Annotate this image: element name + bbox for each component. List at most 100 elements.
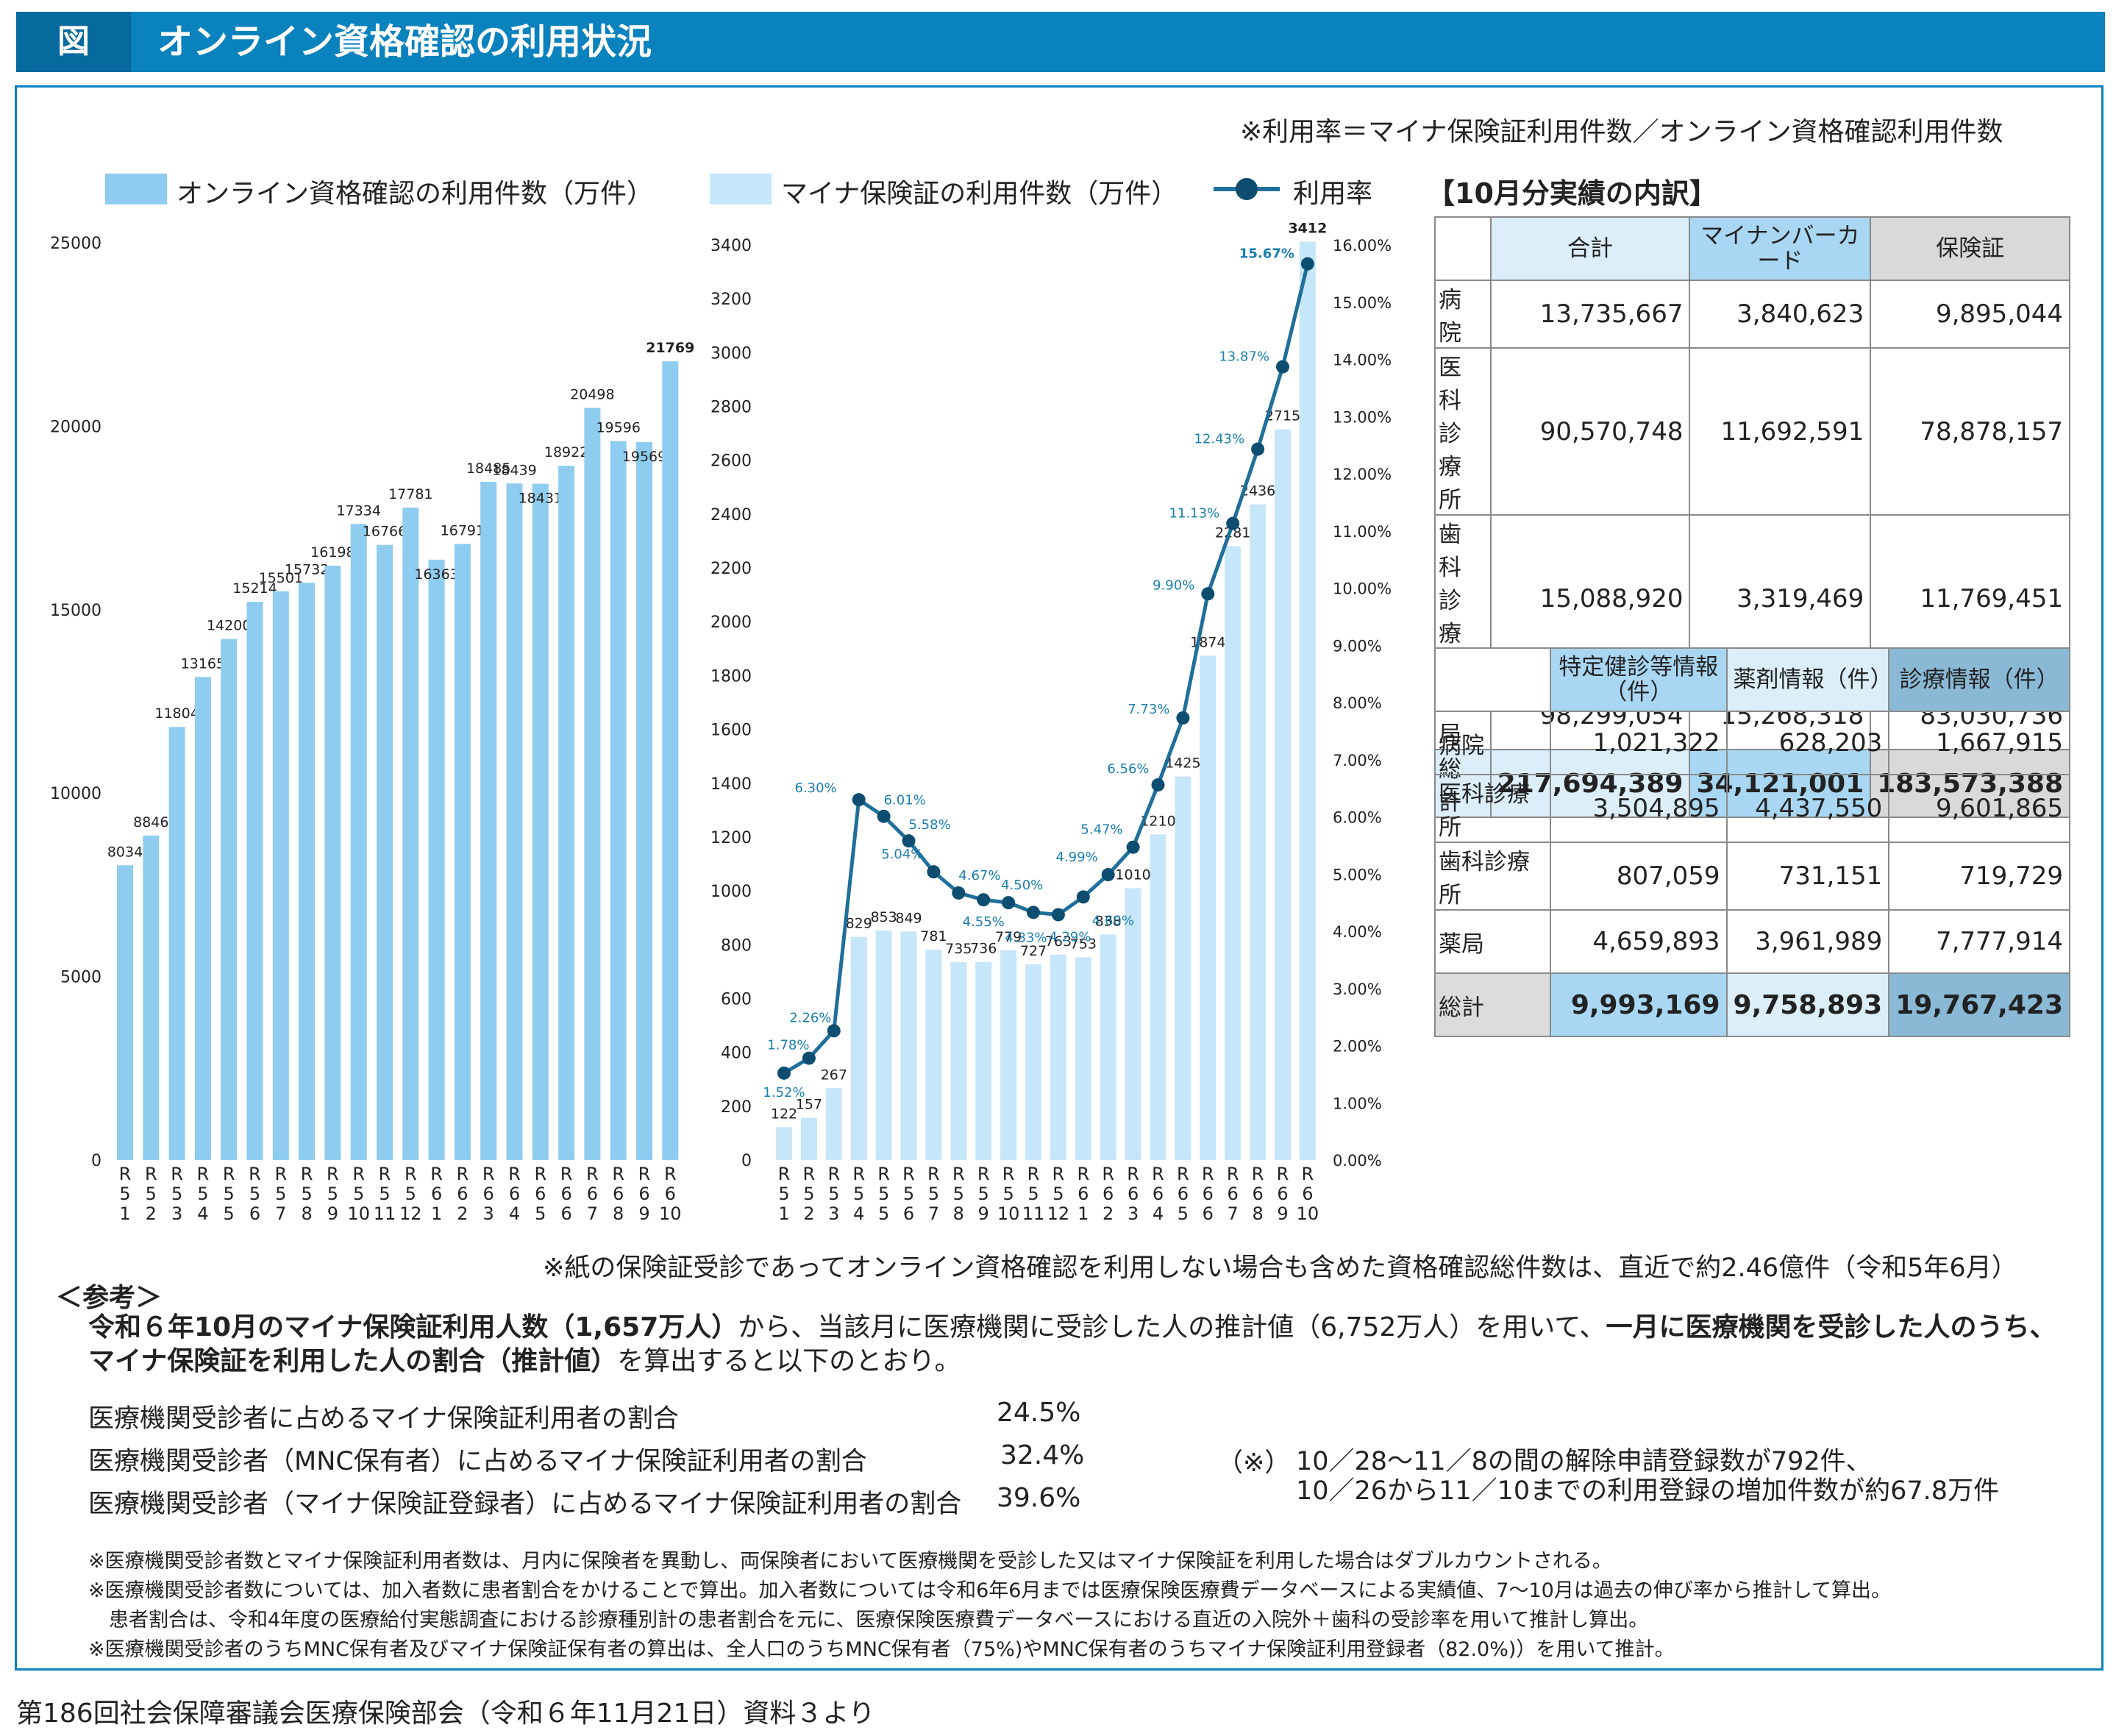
x-tick-label: R [877, 1164, 890, 1184]
bar [1175, 776, 1191, 1160]
data-label: 21769 [646, 340, 694, 356]
legend-label-myna: マイナ保険証の利用件数（万件） [781, 179, 1178, 209]
x-tick-label: R [301, 1164, 313, 1184]
data-label: 13165 [181, 655, 225, 672]
x-tick-label: R [171, 1164, 183, 1184]
x-tick-label: 5 [224, 1203, 235, 1224]
data-label: 1425 [1165, 755, 1200, 772]
x-tick-label: R [223, 1164, 235, 1184]
bar [506, 483, 523, 1160]
x-tick-label: 5 [978, 1184, 989, 1204]
x-tick-label: R [852, 1164, 865, 1184]
x-tick-label: 5 [171, 1184, 182, 1204]
rate-line [783, 263, 1310, 1075]
rate-label: 1.78% [767, 1038, 809, 1053]
x-tick-label: R [430, 1164, 443, 1184]
bar [950, 962, 967, 1160]
bar [776, 1127, 792, 1160]
y2-tick-label: 12.00% [1333, 466, 1392, 483]
data-label: 15732 [285, 561, 329, 577]
reference-intro: 令和６年10月のマイナ保険証利用人数（1,657万人）から、当該月に医療機関に受… [88, 1311, 2074, 1379]
x-tick-label: 1 [431, 1203, 442, 1224]
rate-label: 12.43% [1194, 432, 1244, 447]
bar [1125, 888, 1141, 1160]
x-tick-label: R [612, 1164, 624, 1184]
bar [350, 524, 367, 1160]
x-tick-label: 1 [778, 1203, 789, 1224]
y-tick-label: 1800 [710, 667, 752, 686]
x-tick-label: 9 [638, 1203, 649, 1224]
table2-row-label: 歯科診療所 [1433, 842, 1552, 911]
y2-tick-label: 11.00% [1333, 523, 1392, 541]
aside-line-2: 10／26から11／10までの利用登録の増加件数が約67.8万件 [1296, 1476, 2000, 1506]
bar [377, 544, 393, 1160]
x-tick-label: 5 [275, 1184, 286, 1204]
bar [1100, 934, 1116, 1160]
rate-label: 4.33% [1005, 930, 1047, 945]
x-tick-label: 8 [301, 1203, 312, 1224]
x-tick-label: 5 [535, 1203, 546, 1224]
reference-intro-bold-3: マイナ保険証を利用した人の割合（推計値） [88, 1346, 618, 1376]
rate-point [877, 809, 891, 823]
ratio-label: 医療機関受診者に占めるマイナ保険証利用者の割合 [88, 1404, 679, 1434]
table2-cell: 719,729 [1888, 842, 2070, 911]
y2-tick-label: 7.00% [1333, 752, 1382, 769]
y2-tick-label: 13.00% [1333, 408, 1392, 426]
x-tick-label: 5 [828, 1184, 839, 1204]
data-label: 16198 [310, 544, 355, 561]
rate-label: 1.52% [763, 1085, 805, 1100]
y2-tick-label: 9.00% [1333, 637, 1382, 655]
table-row-total: 総計 9,993,169 9,758,893 19,767,423 [1433, 972, 2070, 1037]
x-tick-label: 5 [146, 1184, 157, 1204]
total-count-note: ※紙の保険証受診であってオンライン資格確認を利用しない場合も含めた資格確認総件数… [543, 1253, 2017, 1283]
x-tick-label: R [145, 1164, 157, 1184]
data-label: 8034 [107, 844, 143, 860]
table1-cell: 78,878,157 [1870, 347, 2070, 516]
x-tick-label: 5 [301, 1184, 312, 1204]
table1-cell: 11,692,591 [1689, 347, 1872, 516]
x-tick-label: R [1027, 1164, 1040, 1184]
x-tick-label: R [352, 1164, 365, 1184]
bar [143, 835, 160, 1160]
legend-swatch-online [105, 174, 167, 204]
source-citation: 第186回社会保障審議会医療保険部会（令和６年11月21日）資料３より [16, 1698, 875, 1729]
x-tick-label: 6 [509, 1184, 520, 1204]
data-label: 16791 [441, 522, 485, 538]
rate-label: 4.29% [1049, 929, 1091, 945]
data-label: 781 [920, 928, 947, 945]
table1-corner [1434, 216, 1492, 281]
x-tick-label: 10 [997, 1203, 1020, 1224]
table2-cell: 731,151 [1725, 842, 1890, 911]
legend-label-online: オンライン資格確認の利用件数（万件） [177, 179, 654, 209]
reference-intro-text-2: を算出すると以下のとおり。 [617, 1346, 961, 1376]
rate-point [1176, 711, 1190, 725]
y-tick-label: 1000 [710, 883, 752, 901]
bar [1200, 655, 1216, 1160]
x-tick-label: 5 [1052, 1184, 1064, 1204]
table-row: 病院 13,735,667 3,840,623 9,895,044 [1434, 280, 2070, 349]
x-tick-label: 11 [1022, 1203, 1045, 1224]
rate-point [1027, 906, 1040, 919]
footnote: ※医療機関受診者のうちMNC保有者及びマイナ保険証保有者の算出は、全人口のうちM… [88, 1638, 1675, 1661]
table2-cell: 7,777,914 [1888, 909, 2070, 974]
data-label: 18431 [519, 491, 563, 507]
x-tick-label: R [482, 1164, 495, 1184]
y2-tick-label: 1.00% [1333, 1095, 1382, 1112]
bar [584, 408, 601, 1160]
table2-row-label: 病院 [1433, 711, 1552, 775]
bar [299, 583, 316, 1160]
x-tick-label: 8 [613, 1203, 624, 1224]
x-tick-label: R [560, 1164, 573, 1184]
figure-frame [15, 85, 2103, 1671]
bar [1299, 241, 1316, 1161]
rate-point [1126, 840, 1140, 854]
x-tick-label: R [664, 1164, 677, 1184]
x-tick-label: 3 [1128, 1203, 1139, 1224]
x-tick-label: 2 [803, 1203, 814, 1224]
table1-row-label: 医科診療所 [1434, 347, 1492, 516]
x-tick-label: 5 [1027, 1184, 1039, 1204]
x-tick-label: R [327, 1164, 339, 1184]
x-tick-label: 7 [587, 1203, 598, 1224]
bar [168, 727, 185, 1160]
x-tick-label: R [197, 1164, 210, 1184]
